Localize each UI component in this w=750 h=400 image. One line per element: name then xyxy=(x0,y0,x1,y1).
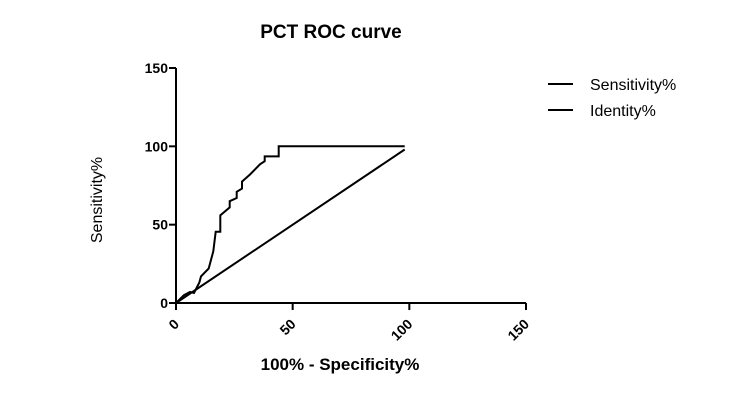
y-tick-label: 150 xyxy=(145,60,169,76)
x-axis-label: 100% - Specificity% xyxy=(261,355,420,374)
y-tick-label: 0 xyxy=(160,295,168,311)
y-axis-label: Sensitivity% xyxy=(89,157,106,243)
x-tick-label: 150 xyxy=(504,316,532,344)
x-tick-label: 50 xyxy=(276,316,298,338)
x-tick-label: 0 xyxy=(165,316,182,333)
x-tick-label: 100 xyxy=(388,316,416,344)
y-tick-label: 100 xyxy=(145,138,169,154)
legend-label-identity: Identity% xyxy=(590,103,656,120)
sensitivity-curve xyxy=(175,145,405,304)
chart-title: PCT ROC curve xyxy=(260,22,401,43)
plot-area xyxy=(175,145,406,304)
legend: Sensitivity% Identity% xyxy=(548,77,676,120)
y-tick-label: 50 xyxy=(152,217,168,233)
legend-label-sensitivity: Sensitivity% xyxy=(590,77,676,94)
axes: 0 50 100 150 0 50 100 150 xyxy=(145,60,533,344)
identity-line xyxy=(175,148,406,304)
